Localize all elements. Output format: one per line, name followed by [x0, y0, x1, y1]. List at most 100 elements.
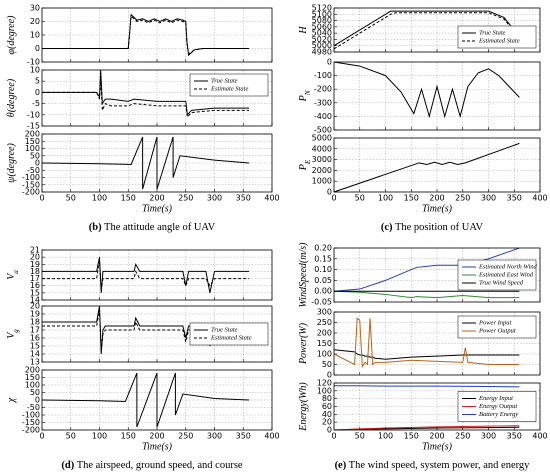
- y-tick-label: 16: [30, 281, 40, 290]
- y-tick-label: 300: [317, 308, 332, 317]
- series-line: [334, 385, 520, 388]
- x-tick-label: 150: [404, 194, 419, 203]
- y-tick-label: 5080: [312, 16, 332, 25]
- y-label-main: φ(degree): [6, 15, 17, 55]
- y-tick-label: 14: [30, 296, 40, 305]
- legend-label: Estimated State: [478, 37, 520, 44]
- y-tick-label: 5120: [312, 4, 332, 13]
- series-line: [333, 61, 520, 119]
- y-axis-label: H: [298, 26, 309, 35]
- y-label-main: θ(degree): [6, 78, 17, 117]
- y-tick-label: 5020: [312, 35, 332, 44]
- y-tick-label: 0.10: [314, 265, 332, 274]
- x-tick-label: 400: [532, 432, 547, 441]
- y-axis-label: PE: [298, 159, 311, 171]
- caption-text: The airspeed, ground speed, and course: [77, 460, 243, 471]
- x-tick-label: 50: [66, 432, 76, 441]
- y-tick-label: 10: [30, 31, 40, 40]
- series-line: [41, 372, 250, 428]
- y-tick-label: 19: [30, 260, 40, 269]
- y-tick-label: -50: [27, 166, 40, 175]
- y-tick-label: 100: [317, 386, 332, 395]
- caption-label: (c): [381, 222, 393, 233]
- series-line: [42, 15, 249, 55]
- y-axis-label: WindSpeed(m/s): [298, 242, 309, 308]
- y-tick-label: 0: [35, 396, 40, 405]
- y-tick-label: 40: [322, 410, 332, 419]
- series-line: [42, 257, 249, 293]
- y-label-sub: N: [304, 90, 312, 96]
- y-tick-label: 80: [322, 394, 332, 403]
- y-tick-label: 17: [30, 274, 40, 283]
- plot-frame: [333, 7, 541, 53]
- y-tick-label: 5: [35, 77, 40, 86]
- legend-label: True Wind Speed: [479, 279, 524, 286]
- plot-frame: [41, 249, 273, 301]
- x-tick-label: 200: [429, 432, 444, 441]
- y-tick-label: 0.20: [314, 244, 332, 253]
- y-tick-label: 30: [30, 4, 40, 13]
- x-axis-label: Time(s): [142, 441, 173, 452]
- caption: (b) The attitude angle of UAV: [89, 222, 216, 233]
- plot-frame: [333, 311, 541, 376]
- series-line: [333, 290, 520, 299]
- y-label-main: WindSpeed(m/s): [298, 242, 309, 308]
- y-axis-label: Energy(Wh): [298, 382, 309, 432]
- y-tick-label: 0.15: [314, 254, 332, 263]
- caption-text: The position of UAV: [395, 222, 484, 233]
- x-tick-label: 150: [121, 432, 136, 441]
- y-tick-label: 15: [30, 288, 40, 297]
- plot-frame: [41, 7, 273, 63]
- y-tick-label: 21: [30, 246, 40, 255]
- legend-box: [189, 322, 269, 346]
- y-tick-label: 0: [35, 159, 40, 168]
- legend-label: Estimated State: [210, 334, 252, 341]
- y-tick-label: -400: [314, 112, 332, 121]
- y-tick-label: 18: [30, 267, 40, 276]
- x-tick-label: 0: [39, 194, 44, 203]
- y-tick-label: 14: [30, 350, 40, 359]
- y-tick-label: 50: [322, 360, 332, 369]
- y-label-main: ψ(degree): [6, 142, 17, 182]
- y-tick-label: 60: [322, 402, 332, 411]
- y-tick-label: 4980: [312, 48, 332, 57]
- y-tick-label: 250: [317, 318, 332, 327]
- x-tick-label: 50: [355, 194, 365, 203]
- y-tick-label: 200: [317, 329, 332, 338]
- y-tick-label: 17: [30, 326, 40, 335]
- y-tick-label: 0: [327, 371, 332, 380]
- y-tick-label: -10: [27, 58, 40, 67]
- x-tick-label: 300: [207, 194, 222, 203]
- y-tick-label: -100: [22, 173, 40, 182]
- x-tick-label: 200: [429, 194, 444, 203]
- plot-frame: [333, 61, 541, 131]
- caption: (c) The position of UAV: [381, 222, 484, 233]
- y-tick-label: 5060: [312, 22, 332, 31]
- y-tick-label: 200: [25, 366, 40, 375]
- y-axis-label: Vg: [6, 329, 19, 339]
- y-axis-label: ψ(degree): [6, 142, 17, 182]
- y-tick-label: 20: [30, 253, 40, 262]
- x-tick-label: 300: [481, 194, 496, 203]
- x-tick-label: 200: [149, 432, 164, 441]
- y-tick-label: -100: [22, 411, 40, 420]
- y-tick-label: 18: [30, 318, 40, 327]
- y-axis-label: Power(W): [298, 322, 309, 365]
- plot-frame: [41, 133, 273, 193]
- x-tick-label: 250: [455, 432, 470, 441]
- y-label-main: Energy(Wh): [298, 382, 309, 432]
- y-tick-label: 5100: [312, 10, 332, 19]
- y-axis-label: χ: [6, 397, 17, 403]
- series-line: [333, 317, 520, 369]
- series-line: [333, 10, 520, 47]
- panel: -15 -10 -5 0 5 10 θ(degree) True StateEstimate …: [6, 66, 273, 131]
- y-tick-label: 5040: [312, 29, 332, 38]
- y-tick-label: -50: [27, 403, 40, 412]
- y-label-main: V: [6, 331, 17, 339]
- y-tick-label: 20: [30, 302, 40, 311]
- y-tick-label: 0: [35, 88, 40, 97]
- y-tick-label: 3000: [312, 155, 332, 164]
